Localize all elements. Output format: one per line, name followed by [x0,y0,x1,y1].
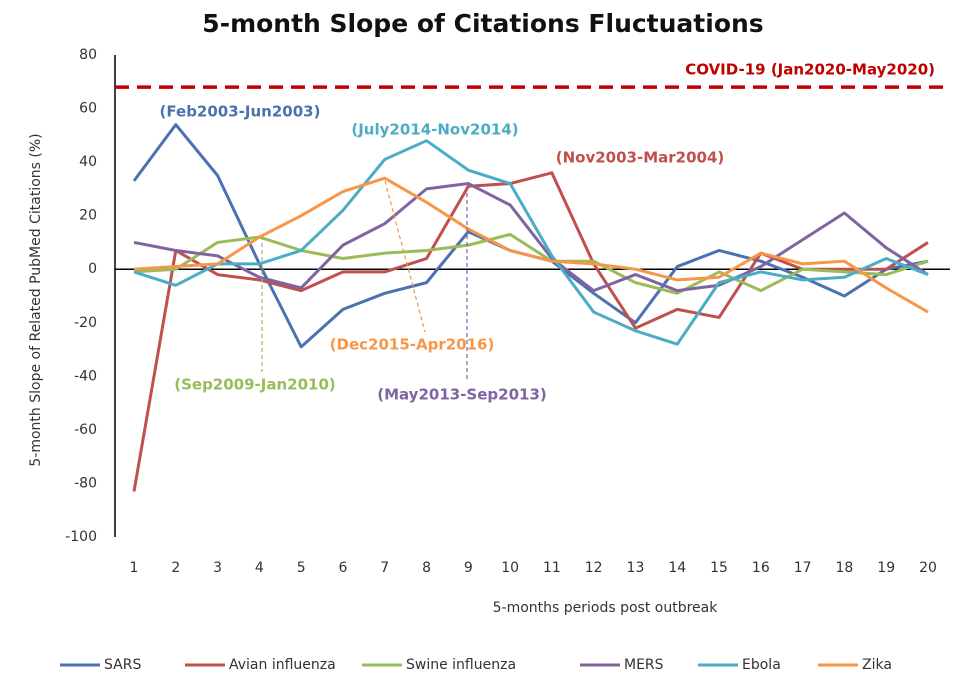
y-tick-label: 20 [79,208,97,224]
series-line [133,182,929,293]
y-tick-label: 60 [79,101,97,117]
series-line [133,176,929,314]
x-tick-label: 13 [627,560,645,576]
y-tick-label: 40 [79,154,97,170]
series-line [133,232,929,295]
y-axis-label: 5-month Slope of Related PubMed Citation… [28,133,44,466]
x-tick-label: 4 [255,560,264,576]
x-tick-label: 20 [919,560,937,576]
x-tick-label: 17 [794,560,812,576]
annotation: (July2014-Nov2014) [351,121,518,139]
x-tick-label: 12 [585,560,603,576]
legend-label: Ebola [742,657,781,673]
x-tick-label: 3 [213,560,222,576]
x-axis-label: 5-months periods post outbreak [493,600,719,616]
y-tick-label: 0 [88,261,97,277]
annotation-pointer [384,180,426,333]
annotation: (Dec2015-Apr2016) [330,336,495,354]
legend-label: Avian influenza [229,657,336,673]
annotation: (May2013-Sep2013) [377,386,547,404]
y-tick-label: -20 [74,315,97,331]
series-line [133,139,929,346]
reference-label: COVID-19 (Jan2020-May2020) [685,61,935,79]
x-tick-label: 6 [338,560,347,576]
x-tick-label: 11 [543,560,561,576]
y-tick-label: -40 [74,368,97,384]
y-tick-label: -60 [74,422,97,438]
legend-label: SARS [104,657,141,673]
x-tick-label: 10 [501,560,519,576]
y-tick-label: 80 [79,47,97,63]
x-tick-label: 8 [422,560,431,576]
x-tick-label: 1 [130,560,139,576]
series-line [132,171,929,492]
y-tick-label: -80 [74,475,97,491]
legend-label: Zika [862,657,892,673]
x-tick-label: 9 [464,560,473,576]
annotation: (Nov2003-Mar2004) [556,149,725,167]
x-tick-label: 16 [752,560,770,576]
legend-label: MERS [624,657,664,673]
legend-label: Swine influenza [406,657,516,673]
x-tick-label: 5 [297,560,306,576]
y-tick-label: -100 [65,529,97,545]
x-tick-label: 2 [171,560,180,576]
annotation: (Feb2003-Jun2003) [160,103,321,121]
x-tick-label: 14 [668,560,686,576]
annotation: (Sep2009-Jan2010) [174,376,336,394]
x-tick-label: 18 [836,560,854,576]
x-tick-label: 19 [877,560,895,576]
x-tick-label: 7 [380,560,389,576]
x-tick-label: 15 [710,560,728,576]
chart-title: 5-month Slope of Citations Fluctuations [202,9,763,38]
